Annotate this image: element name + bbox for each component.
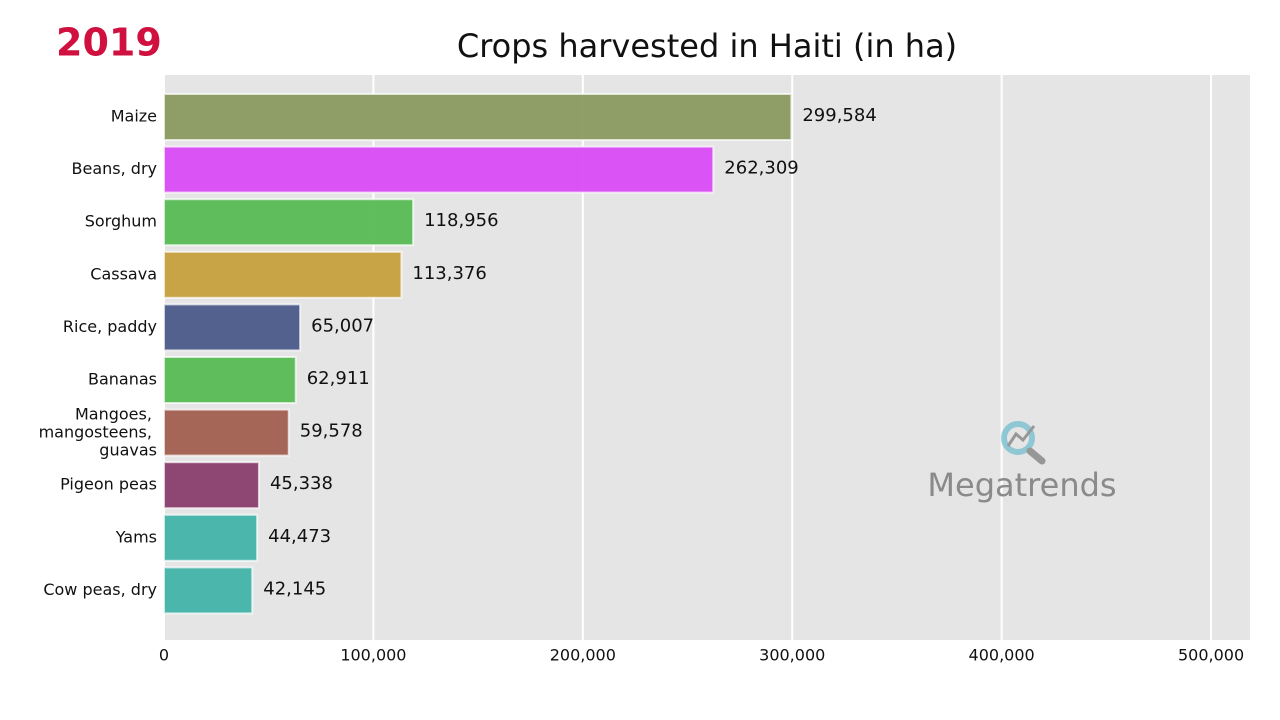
y-tick-label: Mangoes, mangosteens, guavas	[39, 404, 157, 459]
bar	[163, 198, 415, 247]
bar	[163, 513, 259, 562]
x-tick-label: 300,000	[759, 646, 825, 665]
x-tick-label: 200,000	[550, 646, 616, 665]
bar	[163, 303, 302, 352]
x-tick-label: 500,000	[1178, 646, 1244, 665]
chart-title: Crops harvested in Haiti (in ha)	[457, 27, 957, 65]
x-tick-label: 0	[159, 646, 169, 665]
value-label: 65,007	[311, 315, 374, 336]
y-tick-label: Yams	[115, 527, 157, 546]
watermark-icon	[1001, 421, 1046, 465]
y-tick-label: Pigeon peas	[60, 475, 157, 494]
watermark: Megatrends	[927, 466, 1116, 504]
y-tick-label: Cassava	[90, 264, 157, 283]
value-label: 45,338	[270, 473, 333, 494]
y-tick-label: Maize	[111, 107, 157, 126]
value-label: 44,473	[268, 526, 331, 547]
y-tick-label: Rice, paddy	[63, 317, 157, 336]
value-label: 42,145	[263, 578, 326, 599]
y-tick-label: Sorghum	[85, 212, 157, 231]
value-label: 59,578	[300, 421, 363, 442]
y-tick-label: Beans, dry	[72, 159, 157, 178]
bar	[163, 356, 297, 404]
x-tick-label: 100,000	[340, 646, 406, 665]
bar	[163, 461, 260, 510]
value-label: 262,309	[724, 158, 798, 179]
bar	[163, 250, 403, 299]
bar	[163, 408, 290, 457]
y-tick-label: Bananas	[88, 370, 157, 389]
bar	[163, 566, 254, 615]
bar	[163, 145, 715, 194]
value-label: 118,956	[424, 210, 498, 231]
value-label: 62,911	[307, 368, 370, 389]
value-label: 299,584	[802, 105, 876, 126]
value-label: 113,376	[412, 263, 486, 284]
bar	[163, 93, 793, 141]
x-tick-label: 400,000	[969, 646, 1035, 665]
year-label: 2019	[56, 21, 162, 65]
y-tick-label: Cow peas, dry	[43, 580, 157, 599]
